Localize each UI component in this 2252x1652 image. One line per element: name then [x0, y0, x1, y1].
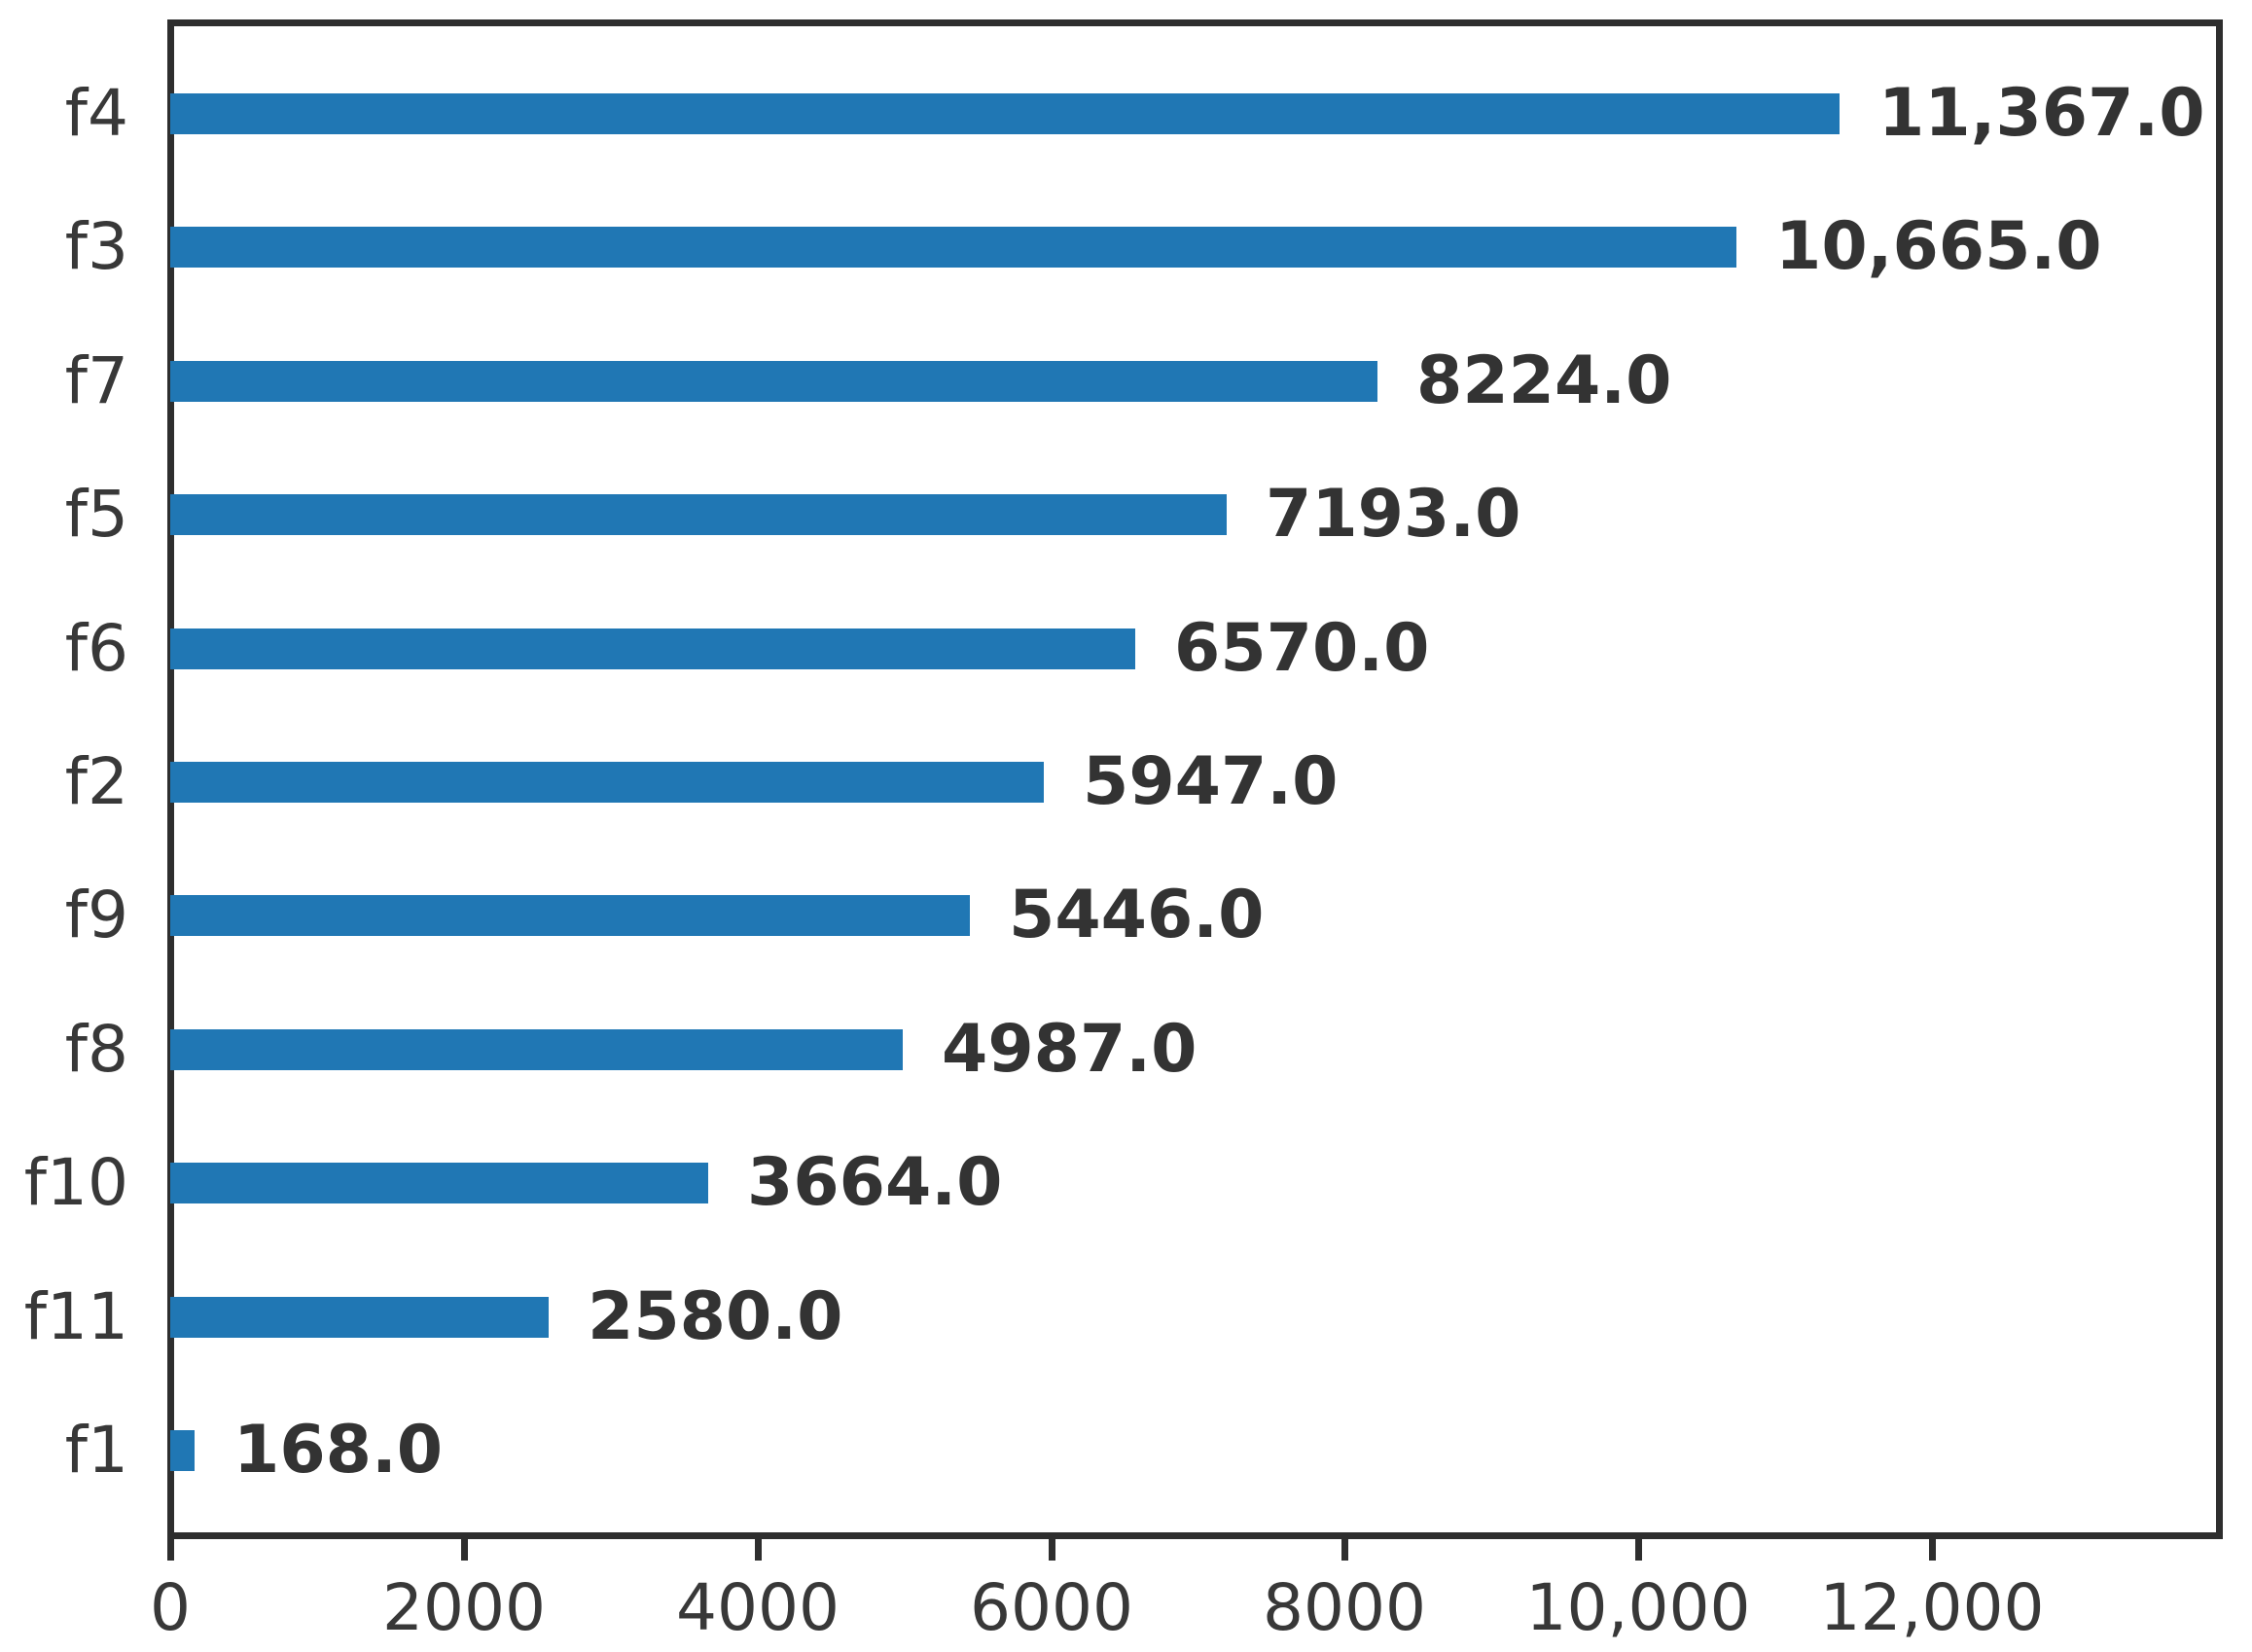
category-label: f8 [64, 1012, 128, 1087]
x-axis-tick-label: 10,000 [1525, 1570, 1751, 1645]
x-axis-tick-label: 0 [150, 1570, 191, 1645]
bar [170, 628, 1135, 669]
x-axis-tick-label: 12,000 [1819, 1570, 2045, 1645]
bar [170, 227, 1736, 268]
category-label: f1 [64, 1413, 128, 1488]
bar [170, 1430, 195, 1471]
category-label: f10 [23, 1145, 128, 1220]
bar-value-label: 3664.0 [747, 1144, 1003, 1221]
bar-value-label: 5446.0 [1009, 877, 1265, 953]
category-label: f6 [64, 611, 128, 686]
x-axis-tick-mark [167, 1539, 174, 1561]
x-axis-tick-mark [1341, 1539, 1348, 1561]
bar [170, 494, 1227, 535]
x-axis-tick-mark [1635, 1539, 1642, 1561]
bar-value-label: 11,367.0 [1878, 75, 2205, 152]
bar-value-label: 168.0 [233, 1412, 444, 1489]
x-axis-tick-mark [1929, 1539, 1936, 1561]
bar [170, 895, 970, 936]
bar-value-label: 7193.0 [1266, 476, 1521, 553]
bar-value-label: 6570.0 [1174, 610, 1430, 687]
x-axis-tick-label: 4000 [676, 1570, 840, 1645]
category-label: f4 [64, 76, 128, 151]
category-label: f2 [64, 744, 128, 819]
category-label: f11 [23, 1279, 128, 1354]
x-axis-tick-label: 6000 [970, 1570, 1133, 1645]
bar [170, 1297, 549, 1338]
x-axis-tick-mark [1049, 1539, 1055, 1561]
category-label: f3 [64, 209, 128, 284]
category-label: f7 [64, 343, 128, 418]
bar [170, 762, 1044, 803]
x-axis-tick-label: 2000 [382, 1570, 546, 1645]
bar-value-label: 4987.0 [942, 1011, 1197, 1088]
x-axis-tick-mark [755, 1539, 762, 1561]
x-axis-tick-mark [461, 1539, 468, 1561]
bar [170, 1163, 708, 1203]
category-label: f5 [64, 477, 128, 552]
bar-value-label: 10,665.0 [1775, 208, 2102, 285]
x-axis-tick-label: 8000 [1263, 1570, 1426, 1645]
bar-value-label: 8224.0 [1416, 342, 1672, 419]
bar-value-label: 2580.0 [588, 1278, 843, 1355]
bar [170, 1029, 903, 1070]
bar [170, 361, 1377, 402]
bar-value-label: 5947.0 [1083, 743, 1339, 820]
category-label: f9 [64, 878, 128, 952]
bar [170, 93, 1840, 134]
